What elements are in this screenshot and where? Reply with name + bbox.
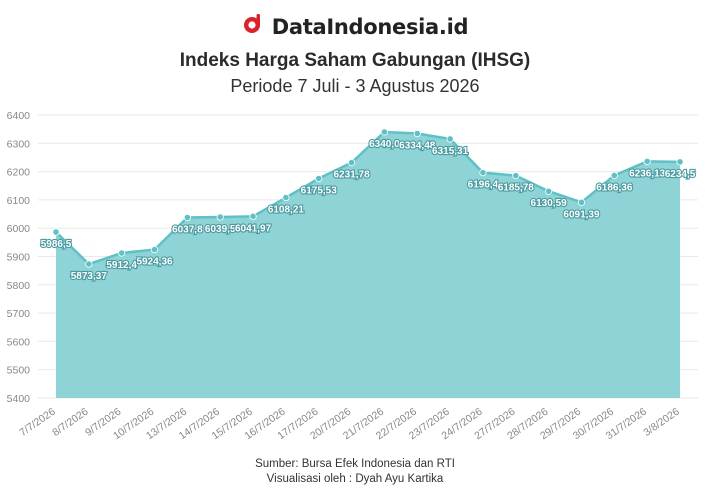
data-label: 6041,97 <box>235 223 272 234</box>
data-label: 6234,5 <box>665 169 696 180</box>
data-label: 6091,39 <box>563 209 600 220</box>
y-tick-label: 6300 <box>7 138 31 150</box>
data-point <box>282 193 290 202</box>
data-label: 5924,36 <box>136 257 173 268</box>
data-label: 6334,48 <box>399 141 436 152</box>
x-tick-label: 8/7/2026 <box>50 406 90 439</box>
chart-title: Indeks Harga Saham Gabungan (IHSG) <box>179 50 531 71</box>
data-label: 6108,21 <box>268 205 305 216</box>
y-tick-label: 5800 <box>7 280 31 292</box>
y-tick-label: 5500 <box>7 365 31 377</box>
data-label: 6231,78 <box>334 170 371 181</box>
data-point <box>512 172 520 180</box>
data-label: 5912,4 <box>106 260 137 271</box>
data-point <box>479 169 487 177</box>
y-tick-label: 5400 <box>7 393 31 405</box>
y-tick-label: 5600 <box>7 336 31 348</box>
brand-name: DataIndonesia.id <box>271 14 469 39</box>
y-tick-label: 6200 <box>7 167 31 179</box>
data-point <box>52 228 60 236</box>
chart-subtitle: Periode 7 Juli - 3 Agustus 2026 <box>230 76 480 96</box>
data-point <box>446 135 454 143</box>
data-point <box>545 187 553 195</box>
data-point <box>150 246 159 254</box>
y-tick-label: 6000 <box>7 223 31 235</box>
x-tick-label: 3/8/2026 <box>641 406 681 439</box>
data-label: 6340,0 <box>369 139 400 150</box>
data-point <box>315 174 323 183</box>
y-tick-label: 6400 <box>7 110 31 122</box>
data-label: 6185,78 <box>498 183 535 194</box>
data-point <box>85 260 93 268</box>
data-label: 6039,5 <box>205 224 236 235</box>
y-tick-label: 5700 <box>7 308 31 320</box>
credit-note: Visualisasi oleh : Dyah Ayu Kartika <box>266 473 444 485</box>
series-line <box>55 130 681 266</box>
data-point <box>413 129 421 138</box>
data-label: 5873,37 <box>71 271 108 282</box>
data-point <box>347 159 356 167</box>
data-point <box>380 128 389 136</box>
data-label: 6037,8 <box>172 225 203 236</box>
data-point <box>118 249 126 257</box>
data-label: 6175,53 <box>301 186 338 197</box>
data-label: 6186,36 <box>596 182 633 193</box>
data-point <box>216 213 224 221</box>
dataindonesia-logo-icon <box>242 13 264 40</box>
y-tick-label: 5900 <box>7 252 31 264</box>
data-label: 6196,4 <box>468 180 499 191</box>
data-point <box>676 158 684 166</box>
y-tick-label: 6100 <box>7 195 31 207</box>
brand-header: DataIndonesia.id <box>0 13 710 40</box>
data-label: 6130,59 <box>531 198 568 209</box>
data-point <box>183 213 191 222</box>
data-point <box>643 157 651 165</box>
data-label: 5986,5 <box>41 239 72 250</box>
data-point <box>610 171 618 180</box>
data-label: 6315,31 <box>432 146 469 157</box>
source-note: Sumber: Bursa Efek Indonesia dan RTI <box>255 458 455 470</box>
x-tick-label: 7/7/2026 <box>17 406 57 439</box>
data-point <box>577 198 586 206</box>
data-label: 6236,13 <box>629 168 666 179</box>
area-fill <box>56 131 680 399</box>
data-point <box>249 212 257 220</box>
